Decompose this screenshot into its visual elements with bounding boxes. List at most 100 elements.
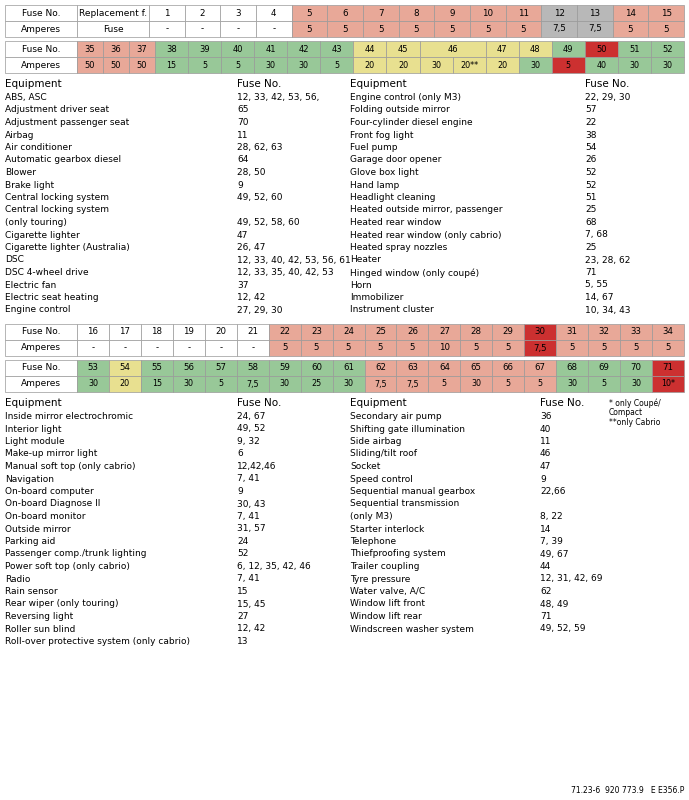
Text: 5: 5 — [633, 343, 639, 353]
Bar — [237, 324, 269, 340]
Bar — [77, 41, 103, 57]
Bar — [618, 41, 651, 57]
Text: 6, 12, 35, 42, 46: 6, 12, 35, 42, 46 — [237, 562, 311, 571]
Text: 7, 41: 7, 41 — [237, 474, 260, 483]
Bar — [651, 57, 684, 73]
Bar — [269, 340, 300, 356]
Bar — [652, 360, 684, 376]
Bar — [453, 57, 486, 73]
Bar — [620, 376, 652, 392]
Bar — [524, 324, 556, 340]
Text: Electric seat heating: Electric seat heating — [5, 293, 99, 302]
Bar — [300, 376, 333, 392]
Text: 53: 53 — [88, 363, 99, 373]
Text: -: - — [123, 343, 127, 353]
Bar — [363, 5, 399, 21]
Text: 1: 1 — [164, 9, 169, 18]
Text: 15: 15 — [237, 587, 249, 596]
Text: 30: 30 — [431, 61, 441, 70]
Text: Navigation: Navigation — [5, 474, 54, 483]
Text: 7, 41: 7, 41 — [237, 512, 260, 521]
Text: -: - — [155, 343, 158, 353]
Bar — [269, 376, 300, 392]
Text: 40: 40 — [232, 45, 243, 54]
Text: Fuel pump: Fuel pump — [350, 143, 398, 152]
Text: Heater: Heater — [350, 255, 381, 265]
Bar — [327, 5, 363, 21]
Text: Heated rear window: Heated rear window — [350, 218, 442, 227]
Bar — [434, 5, 470, 21]
Bar — [364, 324, 396, 340]
Text: On-board monitor: On-board monitor — [5, 512, 85, 521]
Text: Instrument cluster: Instrument cluster — [350, 306, 434, 314]
Text: 15: 15 — [167, 61, 176, 70]
Text: 7,5: 7,5 — [406, 379, 419, 389]
Bar — [141, 376, 173, 392]
Text: Trailer coupling: Trailer coupling — [350, 562, 420, 571]
Text: 52: 52 — [237, 550, 248, 558]
Text: -: - — [251, 343, 254, 353]
Text: 23, 28, 62: 23, 28, 62 — [585, 255, 630, 265]
Text: 22,66: 22,66 — [540, 487, 566, 496]
Bar — [173, 340, 205, 356]
Bar — [588, 324, 620, 340]
Text: Fuse No.: Fuse No. — [585, 79, 629, 89]
Text: 44: 44 — [540, 562, 551, 571]
Text: Cigarette lighter: Cigarette lighter — [5, 230, 80, 239]
Bar — [149, 5, 185, 21]
Text: 27, 29, 30: 27, 29, 30 — [237, 306, 282, 314]
Bar — [5, 57, 77, 73]
Bar — [77, 340, 109, 356]
Text: Sliding/tilt roof: Sliding/tilt roof — [350, 450, 417, 458]
Bar — [429, 360, 460, 376]
Text: 41: 41 — [265, 45, 276, 54]
Bar — [109, 340, 141, 356]
Bar — [460, 324, 493, 340]
Bar — [188, 41, 221, 57]
Text: **only Cabrio: **only Cabrio — [609, 418, 660, 427]
Bar — [387, 57, 420, 73]
Bar — [188, 57, 221, 73]
Text: 30: 30 — [88, 379, 98, 389]
Text: DSC 4-wheel drive: DSC 4-wheel drive — [5, 268, 89, 277]
Text: * only Coupé/: * only Coupé/ — [609, 398, 661, 407]
Text: Light module: Light module — [5, 437, 65, 446]
Bar — [300, 360, 333, 376]
Text: 69: 69 — [599, 363, 610, 373]
Text: 34: 34 — [663, 327, 674, 337]
Text: 4: 4 — [271, 9, 276, 18]
Bar — [652, 324, 684, 340]
Text: 5: 5 — [473, 343, 479, 353]
Text: 23: 23 — [311, 327, 322, 337]
Text: 36: 36 — [111, 45, 121, 54]
Text: 5: 5 — [378, 25, 384, 34]
Text: Sequential transmission: Sequential transmission — [350, 499, 460, 509]
Bar — [493, 376, 524, 392]
Bar — [519, 57, 552, 73]
Text: Interior light: Interior light — [5, 425, 61, 434]
Bar — [420, 57, 453, 73]
Text: 5: 5 — [378, 343, 383, 353]
Text: 30: 30 — [662, 61, 672, 70]
Text: 20: 20 — [365, 61, 375, 70]
Text: 39: 39 — [199, 45, 210, 54]
Bar — [613, 21, 648, 37]
Bar — [103, 41, 129, 57]
Bar — [77, 57, 103, 73]
Text: Compact: Compact — [609, 408, 643, 417]
Text: 11: 11 — [518, 9, 529, 18]
Text: 26: 26 — [585, 155, 597, 165]
Text: 12, 33, 42, 53, 56,: 12, 33, 42, 53, 56, — [237, 93, 320, 102]
Text: 44: 44 — [364, 45, 375, 54]
Text: 9: 9 — [237, 487, 243, 496]
Text: 50: 50 — [85, 61, 95, 70]
Text: Fuse No.: Fuse No. — [237, 398, 281, 408]
Bar — [5, 360, 77, 376]
Bar — [320, 41, 353, 57]
Text: 47: 47 — [497, 45, 508, 54]
Text: Roller sun blind: Roller sun blind — [5, 625, 75, 634]
Bar — [129, 57, 155, 73]
Bar — [506, 5, 542, 21]
Bar — [387, 41, 420, 57]
Text: 5: 5 — [307, 25, 312, 34]
